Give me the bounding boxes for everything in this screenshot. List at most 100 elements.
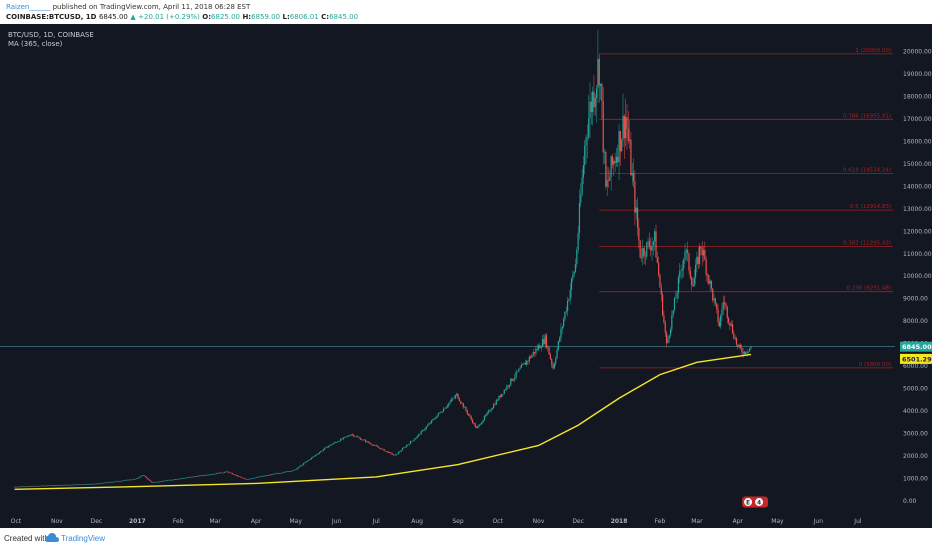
candle-body	[145, 477, 148, 479]
candle-body	[524, 362, 526, 365]
candle-body	[428, 423, 430, 425]
candle-body	[376, 446, 379, 448]
candle-body	[454, 395, 456, 398]
candle-body	[244, 478, 247, 480]
candle-body	[730, 324, 732, 326]
x-tick-label: Oct	[492, 518, 503, 525]
candle-body	[367, 441, 369, 443]
candle-body	[255, 477, 257, 478]
candle-body	[359, 437, 361, 440]
candle-body	[309, 459, 311, 460]
x-tick-label: Dec	[572, 518, 584, 525]
candle-body	[206, 474, 208, 476]
candle-body	[127, 479, 129, 481]
candle-body	[419, 434, 421, 436]
candle-body	[721, 308, 723, 316]
candle-body	[176, 479, 178, 480]
candle-body	[341, 438, 343, 440]
candle-body	[105, 482, 107, 484]
candle-body	[701, 247, 703, 256]
candle-body	[182, 478, 185, 479]
candle-body	[737, 344, 739, 347]
candle-body	[533, 352, 536, 354]
candle-body	[445, 407, 447, 409]
candle-body	[642, 247, 644, 258]
candle-body	[536, 348, 538, 350]
candle-body	[667, 338, 669, 344]
candle-body	[50, 485, 53, 487]
candle-body	[60, 485, 62, 486]
candle-body	[322, 449, 325, 451]
candle-body	[81, 484, 83, 486]
candle-body	[70, 484, 72, 486]
fib-retracement[interactable]: 1 (20000.00) 0.786 (16955.91) 0.618 (14534…	[599, 48, 893, 369]
candle-body	[293, 469, 295, 471]
candle-body	[73, 484, 75, 486]
candle-body	[390, 452, 392, 454]
candle-body	[665, 332, 668, 344]
candle-body	[135, 478, 137, 480]
candle-body	[597, 58, 599, 89]
candle-body	[474, 423, 476, 427]
candle-body	[681, 268, 683, 271]
candle-body	[13, 486, 16, 488]
candle-body	[545, 335, 548, 348]
candle-body	[394, 454, 396, 456]
tradingview-cloud-icon[interactable]	[45, 533, 59, 543]
candle-body	[560, 328, 562, 339]
candle-body	[450, 399, 453, 402]
candle-body	[461, 403, 463, 404]
candle-body	[240, 477, 243, 478]
y-tick-label: 20000.00	[903, 48, 932, 55]
candle-body	[563, 319, 565, 327]
candle-body	[316, 454, 318, 455]
candle-body	[333, 442, 335, 444]
candle-body	[250, 478, 252, 480]
tradingview-link[interactable]: TradingView	[61, 534, 106, 543]
candle-body	[314, 454, 317, 457]
candle-body	[89, 484, 91, 485]
x-tick-label: Mar	[210, 518, 222, 525]
y-tick-label: 16000.00	[903, 138, 932, 145]
candle-body	[144, 476, 146, 478]
candle-body	[52, 485, 54, 486]
candle-body	[246, 479, 248, 480]
candle-body	[211, 474, 214, 475]
candle-body	[606, 180, 608, 187]
candle-body	[103, 482, 105, 484]
candle-body	[515, 371, 517, 378]
candle-body	[568, 299, 570, 301]
candle-body	[317, 453, 319, 455]
candle-body	[429, 422, 431, 424]
candle-body	[320, 451, 322, 453]
candle-body	[272, 473, 274, 475]
candle-body	[383, 449, 385, 451]
candle-body	[362, 439, 364, 441]
chart-area[interactable]: BTC/USD, 1D, COINBASE MA (365, close) 1 …	[0, 24, 932, 528]
candle-body	[346, 435, 348, 437]
candle-body	[523, 362, 525, 365]
x-tick-label: Feb	[173, 518, 184, 525]
candle-body	[722, 302, 724, 309]
candle-body	[291, 470, 293, 472]
candle-body	[750, 346, 752, 349]
candle-body	[82, 484, 84, 485]
candle-body	[169, 479, 171, 481]
price-chart[interactable]: BTC/USD, 1D, COINBASE MA (365, close) 1 …	[0, 24, 932, 528]
fib-level-label: 0.236 (9291.48)	[846, 286, 891, 292]
candle-body	[698, 246, 701, 265]
author-link[interactable]: Raizen______	[6, 3, 51, 11]
candle-body	[519, 367, 521, 370]
candle-body	[559, 338, 561, 342]
candle-body	[446, 405, 449, 408]
candle-body	[351, 434, 354, 436]
candle-body	[572, 274, 574, 279]
candle-body	[603, 151, 606, 153]
candle-body	[652, 241, 654, 246]
candle-body	[138, 477, 140, 479]
x-tick-label: Nov	[51, 518, 63, 525]
candle-body	[576, 249, 578, 265]
last-price: 6845.00	[98, 13, 128, 21]
candle-body	[494, 404, 496, 405]
